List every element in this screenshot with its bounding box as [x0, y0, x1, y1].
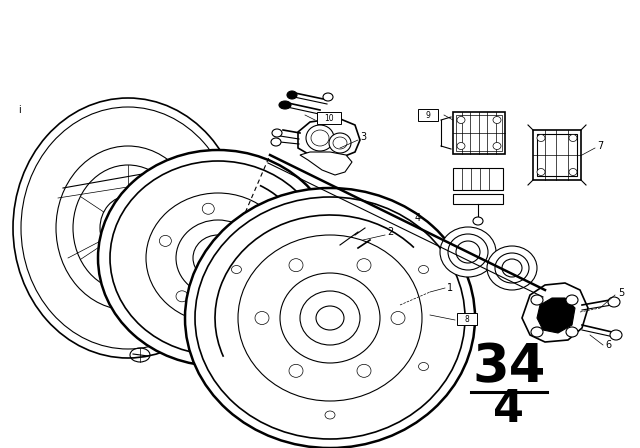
Ellipse shape	[146, 193, 290, 323]
Ellipse shape	[316, 306, 344, 330]
Ellipse shape	[569, 168, 577, 176]
Ellipse shape	[537, 168, 545, 176]
Ellipse shape	[159, 235, 172, 246]
Ellipse shape	[195, 197, 465, 439]
Ellipse shape	[323, 93, 333, 101]
Ellipse shape	[255, 220, 267, 231]
Ellipse shape	[566, 327, 578, 337]
Ellipse shape	[193, 235, 243, 281]
Ellipse shape	[255, 311, 269, 324]
Text: 9: 9	[426, 111, 431, 120]
Text: 6: 6	[605, 340, 611, 350]
Ellipse shape	[300, 291, 360, 345]
Ellipse shape	[231, 299, 243, 310]
Ellipse shape	[493, 142, 501, 150]
Text: 2: 2	[387, 227, 393, 237]
Ellipse shape	[391, 311, 405, 324]
Bar	[457, 313, 477, 325]
Ellipse shape	[238, 235, 422, 401]
Polygon shape	[300, 152, 352, 175]
Bar	[317, 112, 341, 124]
Text: 34: 34	[472, 341, 545, 393]
Text: 4: 4	[415, 213, 421, 223]
Text: 5: 5	[618, 288, 624, 298]
Ellipse shape	[306, 125, 334, 151]
Ellipse shape	[280, 273, 380, 363]
Ellipse shape	[608, 297, 620, 307]
Ellipse shape	[258, 374, 268, 382]
Ellipse shape	[440, 227, 496, 277]
Ellipse shape	[531, 295, 543, 305]
Ellipse shape	[419, 266, 429, 273]
Ellipse shape	[98, 150, 338, 366]
Bar	[456, 115, 502, 151]
Bar	[453, 194, 503, 204]
Ellipse shape	[502, 259, 522, 277]
Ellipse shape	[457, 116, 465, 124]
Ellipse shape	[493, 116, 501, 124]
Ellipse shape	[566, 295, 578, 305]
Ellipse shape	[176, 291, 188, 302]
Ellipse shape	[279, 101, 291, 109]
Polygon shape	[522, 283, 588, 342]
Ellipse shape	[569, 134, 577, 142]
Text: 7: 7	[597, 141, 604, 151]
Text: 8: 8	[465, 314, 469, 323]
Text: 1: 1	[447, 283, 453, 293]
Polygon shape	[298, 118, 360, 158]
Ellipse shape	[287, 91, 297, 99]
Ellipse shape	[176, 220, 260, 296]
Bar	[537, 134, 577, 176]
Ellipse shape	[357, 364, 371, 377]
Ellipse shape	[329, 133, 351, 153]
Ellipse shape	[289, 364, 303, 377]
Ellipse shape	[236, 272, 260, 294]
Ellipse shape	[232, 266, 241, 273]
Ellipse shape	[495, 253, 529, 283]
Bar	[533, 130, 581, 180]
Ellipse shape	[271, 138, 281, 146]
Ellipse shape	[537, 134, 545, 142]
Ellipse shape	[419, 362, 429, 370]
Ellipse shape	[473, 217, 483, 225]
Ellipse shape	[202, 203, 214, 214]
Ellipse shape	[457, 142, 465, 150]
Ellipse shape	[357, 258, 371, 271]
Text: 10: 10	[324, 113, 334, 122]
Ellipse shape	[110, 161, 326, 355]
Ellipse shape	[610, 330, 622, 340]
Ellipse shape	[448, 234, 488, 270]
Text: 4: 4	[493, 388, 524, 431]
Ellipse shape	[244, 377, 262, 389]
Ellipse shape	[531, 327, 543, 337]
Ellipse shape	[487, 246, 537, 290]
Bar	[453, 112, 505, 154]
Ellipse shape	[272, 129, 282, 137]
Ellipse shape	[185, 188, 475, 448]
Bar	[418, 109, 438, 121]
Text: 3: 3	[360, 132, 366, 142]
Bar	[453, 168, 503, 190]
Ellipse shape	[289, 258, 303, 271]
Polygon shape	[537, 298, 575, 333]
Text: i: i	[18, 105, 20, 115]
Ellipse shape	[456, 241, 480, 263]
Ellipse shape	[325, 411, 335, 419]
